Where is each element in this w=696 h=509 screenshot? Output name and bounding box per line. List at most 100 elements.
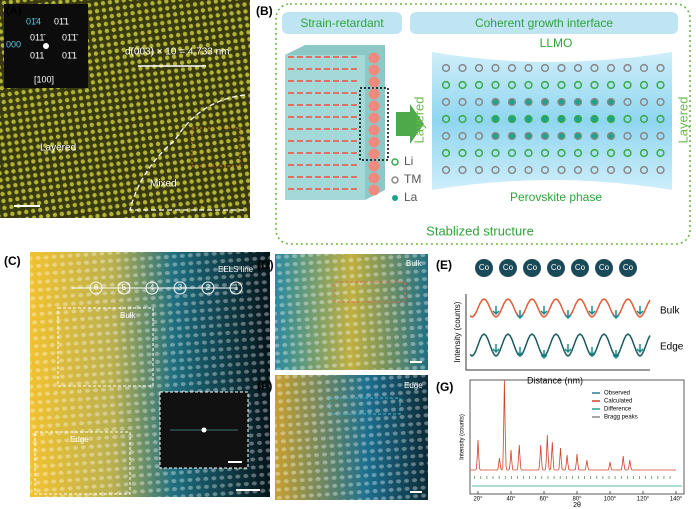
panel-d: (D) Bulk [257, 254, 428, 370]
tm-layer [306, 128, 312, 130]
atom [474, 148, 484, 158]
atom [474, 80, 484, 90]
tm-layer [342, 116, 348, 118]
arrow [612, 350, 620, 360]
atom [557, 148, 566, 158]
atom [656, 165, 665, 175]
tm-layer [324, 104, 330, 106]
footer: Stablized structure [426, 223, 534, 238]
tm-layer [288, 164, 294, 166]
tm-layer [288, 188, 294, 190]
atom [491, 165, 500, 175]
atom [557, 131, 566, 141]
atom [639, 148, 649, 158]
tm-layer [333, 164, 339, 166]
tm-layer [351, 188, 357, 190]
tm-layer [324, 176, 330, 178]
tm-layer [351, 164, 357, 166]
atom [623, 114, 632, 124]
tm-layer [315, 188, 321, 190]
tm-layer [297, 140, 303, 142]
label: Layered [675, 97, 690, 144]
atom [656, 63, 665, 73]
zoom-box [191, 127, 241, 167]
atom [507, 97, 517, 107]
atom [524, 131, 533, 141]
atom [557, 97, 566, 107]
atom [524, 165, 533, 175]
atom [441, 165, 451, 175]
atom [524, 97, 533, 107]
arrow [612, 310, 620, 320]
atom [491, 148, 500, 158]
tm-layer [342, 176, 348, 178]
atom [623, 165, 632, 175]
tm-layer [351, 80, 357, 82]
tm-layer [315, 104, 321, 106]
eels-label: EELS line [218, 265, 254, 274]
tm-layer [288, 116, 294, 118]
tm-layer [306, 116, 312, 118]
eels-point [173, 281, 187, 295]
panel-b: (B) Strain-retardant Coherent growth int… [256, 3, 691, 245]
panel-label: (B) [256, 4, 273, 18]
la-atom [368, 64, 380, 76]
tm-layer [315, 164, 321, 166]
atom [441, 131, 451, 141]
region-label: Edge [70, 435, 89, 444]
atom [458, 97, 467, 107]
atom [524, 63, 533, 73]
measure-label: d(003) × 10 = 4.733 nm [125, 47, 230, 58]
atom [606, 80, 616, 90]
tm-layer [306, 92, 312, 94]
la-atom [368, 112, 380, 124]
la-atom [368, 124, 380, 136]
fft-label: 011̄ [30, 32, 46, 42]
atom [441, 97, 451, 107]
tm-layer [306, 56, 312, 58]
panel-label: (E) [436, 258, 452, 272]
tm-layer [315, 152, 321, 154]
tm-layer [297, 176, 303, 178]
atom [491, 63, 500, 73]
atom [491, 114, 500, 124]
x-tick-label: 40° [506, 497, 516, 503]
fft-label: 01̄1 [54, 16, 69, 26]
zoom-box [57, 307, 154, 387]
atom [573, 97, 583, 107]
tm-layer [315, 92, 321, 94]
arrow [588, 306, 596, 316]
atom [606, 165, 616, 175]
atom [474, 165, 484, 175]
x-tick-label: 60° [539, 497, 549, 503]
label: Perovskite phase [510, 190, 602, 204]
atom [639, 131, 649, 141]
tm-layer [342, 188, 348, 190]
tm-layer [297, 80, 303, 82]
tm-layer [315, 176, 321, 178]
tm-layer [297, 188, 303, 190]
legend-label: Difference [604, 407, 632, 413]
region-label: Layered [40, 143, 76, 154]
tm-layer [324, 164, 330, 166]
series-label: Bulk [660, 306, 680, 317]
tm-layer [324, 92, 330, 94]
tm-layer [297, 56, 303, 58]
tm-layer [324, 188, 330, 190]
co-atom [571, 259, 589, 277]
atom [606, 114, 616, 124]
atom [573, 131, 583, 141]
tm-layer [351, 176, 357, 178]
arrow [396, 104, 424, 144]
atom [557, 114, 566, 124]
eels-point-label: 1 [234, 283, 239, 292]
legend-label: La [404, 190, 418, 204]
fft-spot [201, 427, 207, 433]
y-axis-label: Intensity (counts) [460, 414, 466, 460]
co-atom [547, 259, 565, 277]
atom [458, 131, 467, 141]
atom [623, 148, 632, 158]
atom [573, 148, 583, 158]
atom [458, 63, 467, 73]
